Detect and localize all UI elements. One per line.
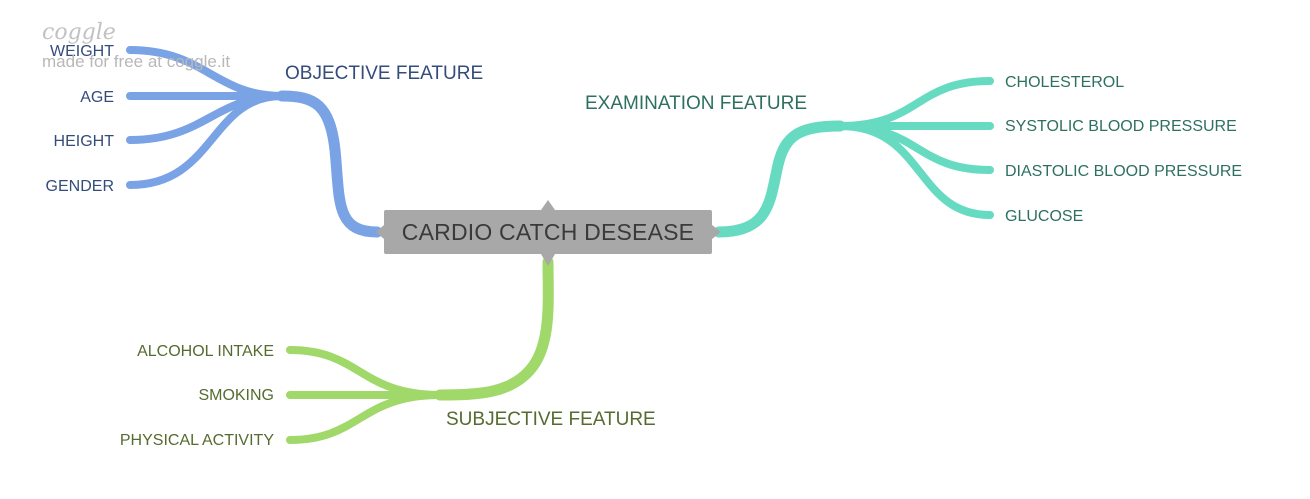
center-handle-right[interactable]: [712, 225, 721, 239]
objective-child-height: HEIGHT: [54, 133, 115, 150]
connector-examination-cholesterol: [836, 77, 994, 130]
examination-child-diastolic: DIASTOLIC BLOOD PRESSURE: [1005, 163, 1242, 180]
center-handle-top[interactable]: [541, 200, 555, 210]
branch-examination: EXAMINATION FEATURE CHOLESTEROL SYSTOLIC…: [585, 74, 1242, 238]
examination-child-glucose: GLUCOSE: [1005, 208, 1083, 225]
center-handle-bottom[interactable]: [541, 254, 555, 266]
objective-child-gender: GENDER: [46, 178, 114, 195]
connector-center-examination: [713, 120, 846, 238]
objective-child-age: AGE: [80, 89, 114, 106]
examination-feature-label: EXAMINATION FEATURE: [585, 93, 807, 114]
objective-child-weight: WEIGHT: [50, 43, 114, 60]
connector-objective-weight: [126, 46, 286, 100]
connector-subjective-physical: [286, 391, 444, 444]
center-node-label: CARDIO CATCH DESEASE: [401, 218, 695, 245]
connector-subjective-alcohol: [286, 346, 444, 399]
connector-examination-glucose: [836, 122, 994, 219]
branch-subjective: SUBJECTIVE FEATURE ALCOHOL INTAKE SMOKIN…: [120, 256, 656, 449]
subjective-feature-label: SUBJECTIVE FEATURE: [446, 409, 656, 430]
connector-center-subjective: [434, 256, 554, 401]
objective-feature-label: OBJECTIVE FEATURE: [285, 63, 483, 84]
subjective-child-alcohol: ALCOHOL INTAKE: [137, 343, 274, 360]
examination-child-cholesterol: CHOLESTEROL: [1005, 74, 1124, 91]
connector-objective-gender: [126, 92, 286, 189]
center-handle-left[interactable]: [376, 225, 384, 239]
center-node[interactable]: CARDIO CATCH DESEASE: [384, 210, 712, 254]
subjective-child-physical: PHYSICAL ACTIVITY: [120, 432, 274, 449]
subjective-child-smoking: SMOKING: [198, 387, 274, 404]
center-node-handles: [376, 200, 721, 266]
branch-objective: OBJECTIVE FEATURE WEIGHT AGE HEIGHT GEND…: [46, 43, 483, 238]
connector-center-objective: [276, 90, 383, 238]
examination-child-systolic: SYSTOLIC BLOOD PRESSURE: [1005, 118, 1237, 135]
